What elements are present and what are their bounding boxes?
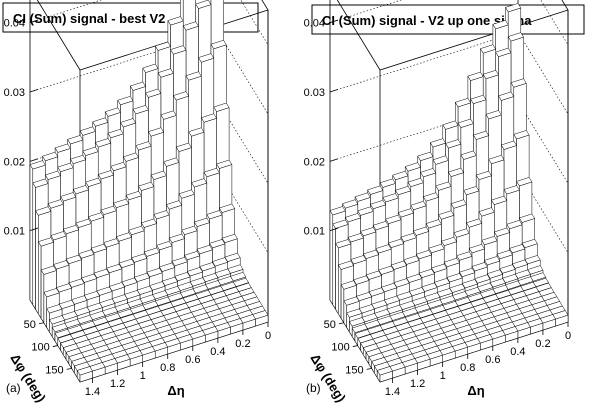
phi-tick [366, 367, 372, 370]
phi-tick-label: 150 [345, 364, 363, 376]
lego-bars [29, 0, 269, 383]
eta-tick-label: 1 [440, 370, 446, 382]
eta-tick-label: 0.4 [210, 346, 225, 358]
eta-tick-label: 1.2 [110, 378, 125, 390]
z-axis: 0.01 0.02 0.03 0.04 [304, 18, 339, 238]
eta-tick-label: 0 [565, 330, 571, 342]
z-tick [29, 227, 39, 232]
z-tick [329, 89, 339, 93]
eta-tick-label: 1.4 [85, 386, 100, 398]
eta-tick-label: 0.8 [460, 362, 475, 374]
eta-tick-label: 0.4 [510, 346, 525, 358]
z-axis: 0.01 0.02 0.03 0.04 [4, 18, 39, 238]
z-tick-label: 0.01 [304, 226, 325, 238]
z-tick-label: 0.01 [4, 226, 25, 238]
phi-tick [352, 345, 358, 347]
z-tick [329, 19, 339, 24]
z-tick-label: 0.03 [304, 87, 325, 99]
chart-title: CI (Sum) signal - V2 up one sigma [322, 13, 532, 28]
eta-axis-title: Δη [167, 383, 184, 398]
z-tick [329, 158, 339, 162]
eta-tick-label: 0.6 [185, 354, 200, 366]
chart-title: CI (Sum) signal - best V2 [13, 11, 165, 26]
z-tick-label: 0.03 [4, 87, 25, 99]
phi-tick-label: 50 [24, 319, 36, 331]
eta-tick-label: 0.8 [160, 362, 175, 374]
eta-tick-label: 0.6 [485, 354, 500, 366]
phi-tick [66, 367, 72, 370]
eta-tick-label: 0.2 [535, 338, 550, 350]
eta-axis: 1.4 1.2 1 0.8 0.6 0.4 0.2 0 Δη [385, 322, 571, 398]
lego-bar [76, 366, 93, 383]
phi-tick-label: 150 [45, 364, 63, 376]
lego-bars [329, 3, 569, 383]
panel-label: (b) [306, 381, 321, 395]
chart-panel-a: CI (Sum) signal - best V20.010.020.030.0… [2, 0, 271, 405]
z-tick-label: 0.04 [4, 18, 25, 30]
z-tick-label: 0.04 [304, 18, 325, 30]
phi-tick [38, 322, 44, 325]
z-tick [29, 89, 39, 93]
eta-tick-label: 0.2 [235, 338, 250, 350]
phi-tick [52, 345, 58, 347]
phi-tick-label: 100 [31, 342, 49, 354]
eta-axis-title: Δη [467, 383, 484, 398]
eta-tick-label: 1.4 [385, 386, 400, 398]
lego-bar [376, 366, 393, 383]
panel-label: (a) [6, 381, 21, 395]
phi-axis-title: Δφ (deg) [307, 351, 348, 405]
phi-tick-label: 50 [324, 319, 336, 331]
z-tick [29, 19, 39, 24]
phi-axis-title: Δφ (deg) [7, 351, 48, 405]
eta-axis: 1.4 1.2 1 0.8 0.6 0.4 0.2 0 Δη [85, 322, 271, 398]
z-tick-label: 0.02 [4, 156, 25, 168]
phi-tick-label: 100 [331, 342, 349, 354]
eta-tick-label: 0 [265, 330, 271, 342]
z-tick-label: 0.02 [304, 156, 325, 168]
z-tick [29, 158, 39, 162]
phi-tick [338, 322, 344, 325]
z-tick [329, 227, 339, 232]
eta-tick-label: 1 [140, 370, 146, 382]
chart-panel-b: CI (Sum) signal - V2 up one sigma0.010.0… [304, 0, 585, 405]
eta-tick-label: 1.2 [410, 378, 425, 390]
